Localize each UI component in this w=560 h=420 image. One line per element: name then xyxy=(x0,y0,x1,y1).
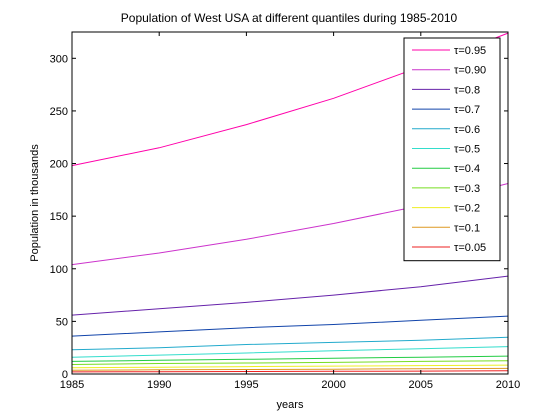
x-tick-label: 1990 xyxy=(147,379,171,391)
y-tick-label: 100 xyxy=(50,264,68,276)
series-line-5 xyxy=(71,346,509,358)
series-line-6 xyxy=(71,355,509,362)
legend-label: τ=0.90 xyxy=(454,65,486,77)
series-line-10 xyxy=(71,370,509,373)
legend: τ=0.95 τ=0.90 τ=0.8 τ=0.7 τ=0.6 τ=0.5 τ=0.4 τ=0… xyxy=(403,37,501,262)
series-line-7 xyxy=(71,360,509,365)
series-line-3 xyxy=(71,315,509,337)
y-tick-label: 0 xyxy=(62,369,68,381)
y-axis: 0 50 100 150 200 250 300 xyxy=(50,53,508,381)
legend-label: τ=0.05 xyxy=(454,242,486,254)
y-tick-label: 150 xyxy=(50,211,68,223)
y-tick-label: 250 xyxy=(50,106,68,118)
series-line-4 xyxy=(71,336,509,351)
x-tick-label: 2010 xyxy=(496,379,520,391)
series-line-8 xyxy=(71,364,509,369)
plot-lines xyxy=(71,32,509,373)
legend-label: τ=0.7 xyxy=(454,104,480,116)
legend-label: τ=0.1 xyxy=(454,222,480,234)
legend-box xyxy=(403,37,501,262)
legend-label: τ=0.2 xyxy=(454,203,480,215)
x-tick-label: 2000 xyxy=(321,379,345,391)
series-line-9 xyxy=(71,367,509,371)
legend-label: τ=0.8 xyxy=(454,84,480,96)
legend-label: τ=0.4 xyxy=(454,163,480,175)
legend-label: τ=0.95 xyxy=(454,45,486,57)
legend-label: τ=0.3 xyxy=(454,183,480,195)
x-axis: 1985 1990 1995 2000 2005 2010 xyxy=(60,32,520,391)
legend-label: τ=0.6 xyxy=(454,124,480,136)
series-line-2 xyxy=(71,275,509,316)
legend-label: τ=0.5 xyxy=(454,144,480,156)
x-axis-label: years xyxy=(277,399,304,411)
x-tick-label: 1995 xyxy=(234,379,258,391)
y-tick-label: 50 xyxy=(56,316,68,328)
y-tick-label: 300 xyxy=(50,53,68,65)
x-tick-label: 1985 xyxy=(60,379,84,391)
plot-frame xyxy=(71,31,509,375)
x-tick-label: 2005 xyxy=(409,379,433,391)
y-tick-label: 200 xyxy=(50,159,68,171)
y-axis-label: Population in thousands xyxy=(29,144,41,262)
chart-title: Population of West USA at different quan… xyxy=(121,11,458,25)
